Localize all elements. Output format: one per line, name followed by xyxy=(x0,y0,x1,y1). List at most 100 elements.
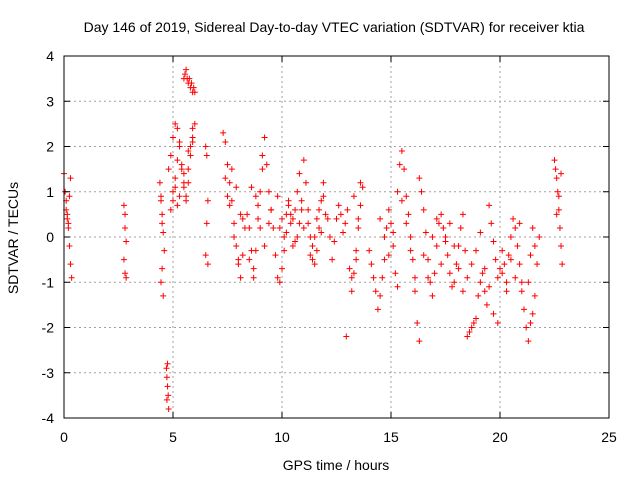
x-tick-label: 5 xyxy=(169,429,177,445)
data-point xyxy=(398,148,405,155)
data-point xyxy=(204,261,211,268)
data-point xyxy=(440,224,447,231)
data-point xyxy=(459,211,466,218)
data-point xyxy=(172,175,179,182)
data-point xyxy=(239,252,246,259)
data-point xyxy=(534,261,541,268)
data-point xyxy=(390,243,397,250)
data-point xyxy=(427,279,434,286)
data-point xyxy=(235,256,242,263)
data-point xyxy=(183,197,190,204)
data-point xyxy=(346,265,353,272)
data-point xyxy=(486,202,493,209)
data-point xyxy=(418,188,425,195)
data-point xyxy=(228,166,235,173)
data-point xyxy=(462,247,469,254)
data-point xyxy=(222,138,229,145)
data-point xyxy=(224,161,231,168)
data-point xyxy=(383,224,390,231)
data-point xyxy=(411,274,418,281)
data-point xyxy=(160,292,167,299)
data-point xyxy=(555,193,562,200)
data-point xyxy=(263,161,270,168)
data-point xyxy=(233,184,240,191)
data-point xyxy=(309,243,316,250)
data-point xyxy=(313,215,320,222)
data-point xyxy=(468,324,475,331)
data-point xyxy=(289,243,296,250)
data-point xyxy=(483,301,490,308)
data-point xyxy=(394,188,401,195)
data-point xyxy=(202,143,209,150)
data-point xyxy=(348,288,355,295)
data-point xyxy=(203,220,210,227)
data-point xyxy=(180,170,187,177)
data-point xyxy=(405,211,412,218)
data-point xyxy=(429,234,436,240)
data-point xyxy=(453,261,460,268)
data-point xyxy=(451,243,458,250)
data-point xyxy=(176,138,183,145)
data-point xyxy=(553,175,560,182)
data-point xyxy=(554,188,561,195)
data-point xyxy=(64,215,71,222)
data-point xyxy=(455,265,462,272)
data-point xyxy=(228,197,235,204)
data-point xyxy=(353,247,360,254)
data-point xyxy=(259,166,266,173)
data-point xyxy=(420,252,427,259)
data-point xyxy=(451,279,458,286)
grid xyxy=(64,56,609,418)
data-point xyxy=(343,333,350,340)
data-point xyxy=(276,279,283,286)
data-point xyxy=(529,224,536,231)
data-point xyxy=(300,157,307,164)
data-point xyxy=(350,270,357,277)
data-point xyxy=(181,71,188,78)
data-point xyxy=(473,247,480,254)
data-point xyxy=(279,215,285,222)
data-point xyxy=(459,288,466,295)
data-point xyxy=(531,292,538,299)
data-point xyxy=(298,197,305,204)
data-point xyxy=(370,274,377,281)
data-point xyxy=(170,197,176,204)
data-point xyxy=(425,274,432,281)
data-point xyxy=(552,166,559,173)
data-point xyxy=(311,261,318,268)
data-point xyxy=(252,193,259,200)
data-point xyxy=(357,179,364,186)
data-point xyxy=(481,265,488,272)
data-point xyxy=(470,319,477,326)
data-point xyxy=(255,215,262,222)
y-tick-label: -1 xyxy=(42,274,55,290)
data-point xyxy=(159,220,166,227)
data-point xyxy=(270,224,277,231)
data-point xyxy=(348,274,355,281)
data-point xyxy=(292,238,299,245)
data-point xyxy=(355,215,362,222)
data-point xyxy=(403,220,410,227)
data-point xyxy=(185,179,192,186)
data-point xyxy=(170,188,176,195)
data-point xyxy=(422,229,429,236)
data-point xyxy=(281,247,288,254)
y-axis-label: SDTVAR / TECUs xyxy=(5,182,21,294)
data-point xyxy=(464,274,471,281)
data-point xyxy=(287,220,294,227)
data-point xyxy=(326,234,333,240)
data-point xyxy=(178,166,185,173)
data-point xyxy=(252,247,259,254)
data-point xyxy=(309,256,316,263)
data-point xyxy=(337,211,344,218)
data-point xyxy=(265,188,272,195)
data-point xyxy=(66,243,73,250)
data-point xyxy=(318,197,325,204)
data-point xyxy=(222,175,229,182)
data-point xyxy=(377,215,384,222)
data-point xyxy=(289,215,296,222)
data-point xyxy=(287,211,294,218)
data-point xyxy=(492,256,499,263)
data-point xyxy=(464,333,471,340)
